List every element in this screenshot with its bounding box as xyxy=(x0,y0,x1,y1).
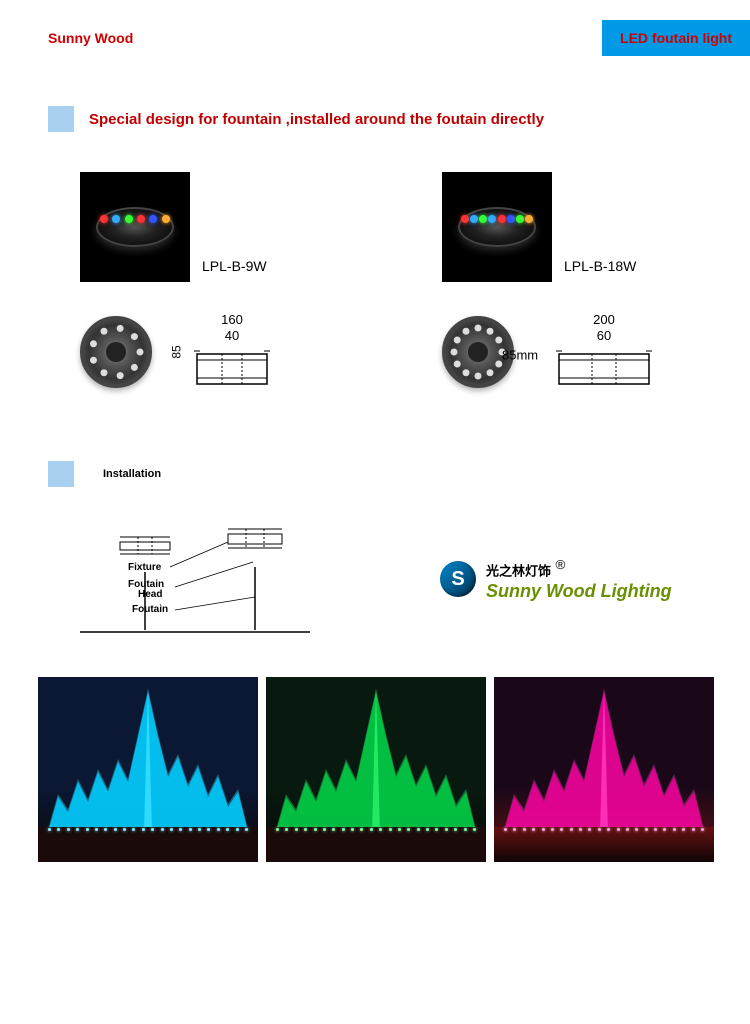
dimensions-9w: 160 40 85 xyxy=(192,312,272,391)
product-label: LPL-B-9W xyxy=(202,258,267,274)
bullet-icon xyxy=(48,106,74,132)
fountain-label: Foutain xyxy=(132,604,168,615)
side-diagram-icon xyxy=(554,346,654,391)
brand-logo: S 光之林灯饰 ® Sunny Wood Lighting xyxy=(440,557,672,601)
bullet-icon xyxy=(48,461,74,487)
side-diagram-icon xyxy=(192,346,272,391)
product-18w: LPL-B-18W 200 60 xyxy=(442,172,654,391)
fountain-gallery xyxy=(38,677,750,862)
logo-cn: 光之林灯饰 xyxy=(486,564,551,579)
reg-mark: ® xyxy=(555,557,565,572)
section-installation: Installation xyxy=(48,461,750,487)
section-design: Special design for fountain ,installed a… xyxy=(48,106,750,132)
installation-label: Installation xyxy=(103,468,161,480)
svg-text:Head: Head xyxy=(138,589,162,600)
section-heading: Special design for fountain ,installed a… xyxy=(89,111,544,128)
logo-en: Sunny Wood Lighting xyxy=(486,581,672,602)
dimensions-18w: 200 60 85mm xyxy=(554,312,654,391)
top-view-9w xyxy=(80,316,152,388)
fountain-blue xyxy=(38,677,258,862)
fountain-pink xyxy=(494,677,714,862)
product-9w: LPL-B-9W 160 40 xyxy=(80,172,272,391)
fixture-label: Fixture xyxy=(128,562,162,573)
product-photo-18w xyxy=(442,172,552,282)
product-photo-9w xyxy=(80,172,190,282)
fountain-green xyxy=(266,677,486,862)
title-badge: LED foutain light xyxy=(602,20,750,56)
logo-icon: S xyxy=(440,561,476,597)
product-label: LPL-B-18W xyxy=(564,258,636,274)
brand-name: Sunny Wood xyxy=(48,30,133,46)
installation-diagram: Fixture Foutain Head Foutain xyxy=(70,512,320,647)
products-row: LPL-B-9W 160 40 xyxy=(80,172,750,391)
